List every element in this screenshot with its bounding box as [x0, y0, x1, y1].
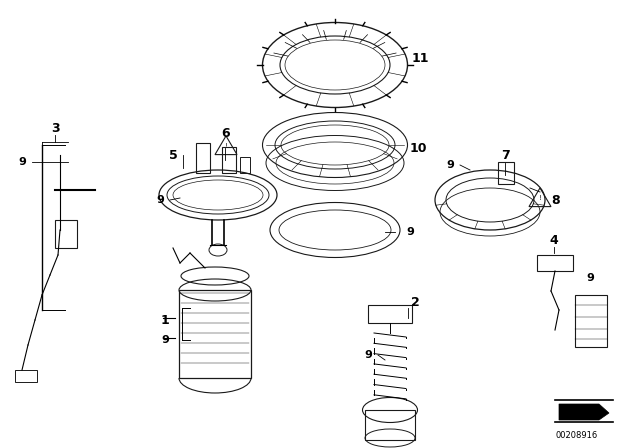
Bar	[575, 295, 607, 347]
Text: 10: 10	[409, 142, 427, 155]
Bar	[222, 147, 236, 173]
Polygon shape	[559, 404, 609, 420]
Text: 5: 5	[168, 148, 177, 161]
Text: 8: 8	[552, 194, 560, 207]
Text: 1: 1	[161, 314, 170, 327]
Bar	[15, 370, 37, 382]
Bar	[179, 290, 251, 378]
Bar	[537, 255, 573, 271]
Text: 3: 3	[51, 121, 60, 134]
Bar	[196, 143, 210, 173]
Text: 9: 9	[406, 227, 414, 237]
Text: 2: 2	[411, 296, 419, 309]
Text: 7: 7	[500, 148, 509, 161]
Text: 9: 9	[586, 273, 594, 283]
Text: 9: 9	[156, 195, 164, 205]
Text: 9: 9	[446, 160, 454, 170]
Bar	[240, 157, 250, 173]
Text: 11: 11	[412, 52, 429, 65]
Text: 9: 9	[161, 335, 169, 345]
Bar	[498, 162, 514, 184]
Bar	[365, 410, 415, 440]
Text: 9: 9	[18, 157, 26, 167]
Bar	[55, 220, 77, 248]
Text: 00208916: 00208916	[555, 431, 597, 439]
Text: 9: 9	[364, 350, 372, 360]
Text: !: !	[225, 143, 227, 149]
Text: !: !	[539, 195, 541, 201]
Bar	[368, 305, 412, 323]
Text: 6: 6	[221, 126, 230, 139]
Text: 4: 4	[550, 233, 558, 246]
